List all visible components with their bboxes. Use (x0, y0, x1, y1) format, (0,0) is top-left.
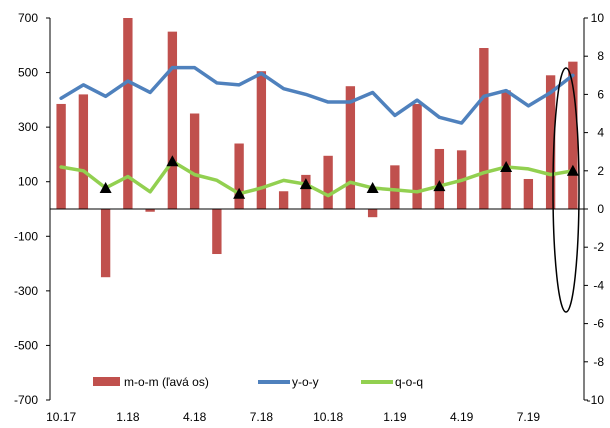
x-tick-label: 10.18 (313, 410, 343, 424)
x-tick-label: 7.18 (250, 410, 274, 424)
bar-mom (479, 48, 489, 210)
marker-qoq (233, 187, 246, 199)
x-tick-label: 10.17 (46, 410, 76, 424)
bar-mom (345, 86, 356, 209)
bar-mom (145, 209, 155, 212)
marker-qoq (500, 160, 513, 172)
right-tick-label: -2 (593, 240, 604, 254)
bar-mom (56, 103, 66, 209)
x-axis-labels: 10.17 1.18 4.18 7.18 10.18 1.19 4.19 7.19 (46, 410, 540, 424)
bar-mom (167, 31, 178, 209)
line-qoq (59, 159, 575, 198)
left-tick-label: 700 (18, 11, 38, 25)
line-yoy (59, 65, 575, 125)
x-tick-label: 1.19 (383, 410, 407, 424)
bar-mom (323, 155, 333, 209)
marker-qoq (433, 180, 446, 192)
lines-layer (59, 65, 575, 198)
left-tick-label: 300 (18, 120, 38, 134)
bar-mom (523, 178, 534, 209)
x-tick-label: 1.18 (116, 410, 140, 424)
marker-qoq (166, 155, 179, 167)
left-tick-label: 100 (18, 175, 38, 189)
right-tick-label: 8 (597, 49, 604, 63)
legend-label-qoq: q-o-q (395, 375, 423, 389)
left-axis-ticks: 700 500 300 100 -100 -300 -500 -700 (14, 11, 50, 407)
left-tick-label: -300 (14, 284, 38, 298)
right-tick-label: 6 (597, 87, 604, 101)
x-tick-label: 4.18 (183, 410, 207, 424)
legend: m-o-m (ľavá os) y-o-y q-o-q (93, 375, 423, 389)
bar-mom (78, 94, 89, 209)
marker-qoq (99, 181, 112, 193)
marker-qoq (299, 178, 312, 190)
right-tick-label: -10 (587, 393, 605, 407)
marker-qoq (366, 181, 379, 193)
x-tick-label: 4.19 (450, 410, 474, 424)
right-tick-label: -4 (593, 278, 604, 292)
legend-label-yoy: y-o-y (292, 375, 319, 389)
bars-layer (56, 18, 578, 278)
bar-mom (412, 103, 422, 209)
left-tick-label: -700 (14, 393, 38, 407)
right-axis-ticks: 10 8 6 4 2 0 -2 -4 -6 -8 -10 (584, 11, 604, 407)
bar-mom (501, 90, 511, 209)
bar-mom (278, 191, 289, 209)
left-tick-label: -500 (14, 338, 38, 352)
bar-mom (545, 75, 556, 209)
bar-mom (234, 143, 244, 209)
highlight-ellipse (552, 67, 580, 313)
markers-layer (99, 155, 579, 199)
right-tick-label: 2 (597, 164, 604, 178)
right-tick-label: 10 (591, 11, 605, 25)
bar-mom (390, 165, 400, 209)
bar-mom (212, 209, 222, 255)
left-tick-label: 500 (18, 66, 38, 80)
left-tick-label: -100 (14, 229, 38, 243)
bar-mom (189, 113, 200, 209)
bar-mom (100, 209, 111, 278)
x-tick-label: 7.19 (517, 410, 541, 424)
legend-label-mom: m-o-m (ľavá os) (124, 375, 209, 389)
bar-mom (301, 174, 311, 209)
legend-swatch-mom (93, 377, 120, 386)
right-tick-label: 4 (597, 126, 604, 140)
right-tick-label: 0 (597, 202, 604, 216)
bar-mom (367, 209, 378, 218)
bar-mom (434, 148, 445, 209)
right-tick-label: -8 (593, 355, 604, 369)
bar-mom (256, 71, 267, 210)
bar-mom (123, 18, 133, 209)
right-tick-label: -6 (593, 317, 604, 331)
bar-mom (568, 61, 578, 209)
marker-qoq (566, 164, 579, 176)
